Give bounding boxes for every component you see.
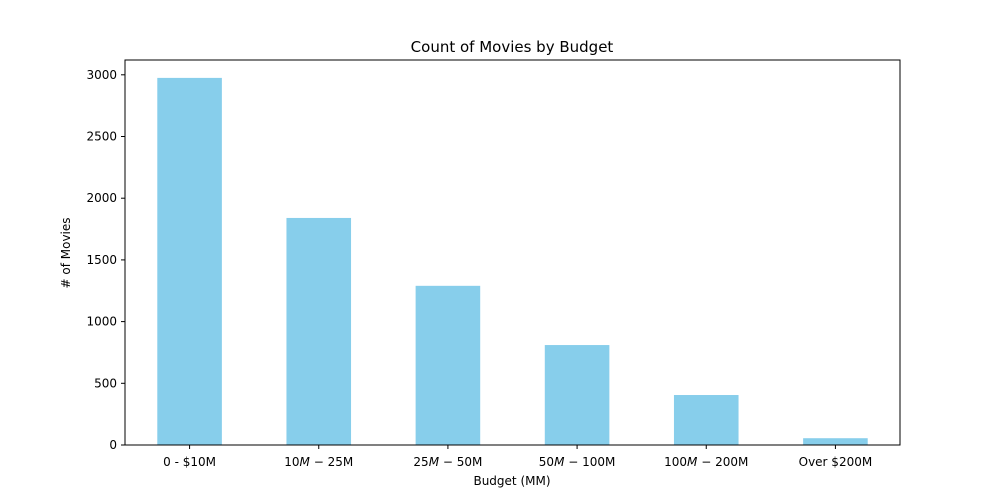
chart-title: Count of Movies by Budget (411, 38, 614, 56)
y-axis-label: # of Movies (59, 217, 73, 288)
bar-5 (803, 438, 868, 445)
y-tick-label: 500 (94, 376, 117, 390)
y-tick-label: 0 (109, 438, 117, 452)
x-tick-label: 50M − 100M (539, 455, 616, 469)
bars-group (157, 77, 868, 445)
bar-3 (544, 345, 610, 445)
bar-1 (286, 217, 352, 445)
bar-2 (415, 285, 481, 445)
bar-4 (673, 395, 739, 445)
y-axis-ticks: 0 500 1000 1500 2000 2500 3000 (86, 68, 125, 452)
x-tick-label: Over $200M (799, 455, 873, 469)
bar-0 (157, 77, 222, 445)
x-axis-ticks: 0 - $10M 10M − 25M 25M − 50M 50M − 100M 100M… (163, 445, 872, 469)
y-tick-label: 1500 (86, 253, 117, 267)
y-tick-label: 2000 (86, 191, 117, 205)
x-axis-label: Budget (MM) (473, 474, 550, 488)
x-tick-label: 100M − 200M (664, 455, 748, 469)
x-tick-label: 10M − 25M (284, 455, 353, 469)
plot-area-frame (124, 59, 901, 446)
y-tick-label: 1000 (86, 315, 117, 329)
x-tick-label: 0 - $10M (163, 455, 216, 469)
y-tick-label: 2500 (86, 130, 117, 144)
x-tick-label: 25M − 50M (413, 455, 482, 469)
y-tick-label: 3000 (86, 68, 117, 82)
